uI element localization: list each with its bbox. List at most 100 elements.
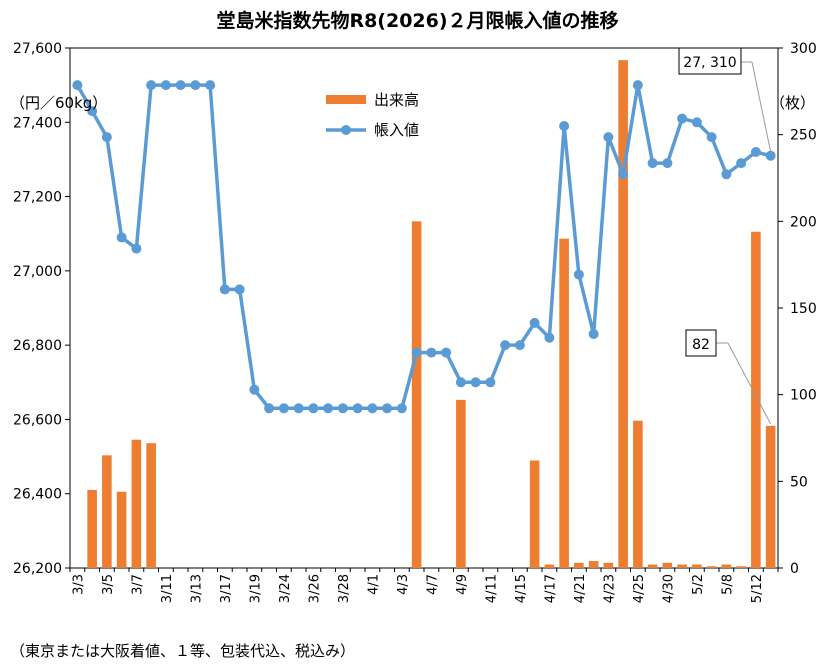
x-tick-label: 3/24 bbox=[278, 574, 293, 603]
right-tick-label: 100 bbox=[790, 388, 817, 404]
settlement-point bbox=[441, 347, 452, 358]
settlement-point bbox=[721, 169, 732, 180]
settlement-point bbox=[455, 377, 466, 388]
settlement-point bbox=[337, 403, 348, 414]
volume-bar bbox=[692, 564, 702, 568]
x-tick-label: 4/23 bbox=[602, 574, 617, 603]
volume-bar bbox=[559, 238, 569, 568]
left-axis-unit: （円／60kg） bbox=[10, 94, 107, 112]
right-tick-label: 200 bbox=[790, 214, 817, 230]
settlement-point bbox=[485, 377, 496, 388]
x-tick-label: 3/17 bbox=[219, 574, 234, 603]
chart-title: 堂島米指数先物R8(2026)２月限帳入値の推移 bbox=[216, 10, 619, 32]
settlement-point bbox=[573, 269, 584, 280]
volume-bar bbox=[662, 562, 673, 568]
x-tick-label: 4/11 bbox=[484, 574, 499, 603]
settlement-point bbox=[264, 403, 275, 414]
x-tick-label: 4/30 bbox=[661, 574, 676, 603]
settlement-point bbox=[367, 403, 378, 414]
callout-label-price: 27, 310 bbox=[683, 55, 736, 71]
volume-bar bbox=[544, 564, 555, 568]
x-tick-label: 3/26 bbox=[307, 574, 322, 603]
settlement-point bbox=[426, 347, 437, 358]
x-tick-label: 5/8 bbox=[720, 574, 735, 595]
volume-bar bbox=[456, 399, 466, 568]
volume-bar bbox=[618, 60, 628, 569]
settlement-point bbox=[750, 147, 761, 157]
legend-swatch-volume bbox=[326, 95, 366, 104]
volume-bars bbox=[87, 60, 776, 569]
right-axis: 0 50 100 150 200 250 300 bbox=[778, 41, 817, 577]
volume-bar bbox=[751, 231, 761, 568]
settlement-point bbox=[352, 403, 363, 414]
volume-bar bbox=[411, 221, 422, 569]
x-tick-label: 4/1 bbox=[366, 574, 381, 595]
volume-bar bbox=[529, 460, 540, 568]
left-tick-label: 27,000 bbox=[13, 264, 62, 280]
volume-bar bbox=[647, 564, 658, 568]
settlement-point bbox=[500, 340, 511, 351]
left-tick-label: 26,600 bbox=[13, 412, 62, 428]
volume-bar bbox=[574, 562, 584, 568]
settlement-point bbox=[146, 80, 157, 91]
x-tick-label: 3/3 bbox=[71, 574, 86, 595]
settlement-point bbox=[234, 284, 245, 295]
legend-label-settlement: 帳入値 bbox=[374, 121, 419, 139]
legend-marker-settlement bbox=[341, 125, 351, 135]
settlement-point bbox=[691, 117, 702, 128]
left-tick-label: 26,400 bbox=[13, 487, 62, 503]
settlement-point bbox=[101, 132, 112, 143]
volume-bar bbox=[116, 491, 127, 568]
x-tick-label: 4/25 bbox=[632, 574, 647, 603]
settlement-point bbox=[588, 329, 599, 339]
volume-bar bbox=[102, 455, 112, 568]
settlement-point bbox=[278, 403, 289, 414]
callout-box-volume bbox=[685, 329, 717, 357]
settlement-point bbox=[293, 403, 304, 414]
volume-bar bbox=[633, 420, 643, 568]
settlement-point bbox=[323, 403, 334, 414]
volume-bar bbox=[721, 564, 732, 568]
settlement-point bbox=[175, 80, 186, 91]
settlement-point bbox=[131, 243, 142, 254]
x-tick-label: 4/9 bbox=[455, 574, 470, 595]
callout-leader-volume bbox=[727, 342, 772, 425]
settlement-point bbox=[662, 158, 673, 169]
right-tick-label: 300 bbox=[790, 41, 817, 57]
volume-bar bbox=[706, 566, 717, 568]
settlement-point bbox=[116, 232, 127, 243]
volume-bar bbox=[87, 490, 97, 568]
x-tick-label: 3/28 bbox=[337, 574, 352, 603]
right-axis-unit: （枚） bbox=[770, 94, 815, 112]
footnote: （東京または大阪着値、１等、包装代込、税込み） bbox=[10, 642, 356, 660]
x-tick-label: 4/7 bbox=[425, 574, 440, 595]
settlement-point bbox=[559, 121, 570, 131]
callout-label-volume: 82 bbox=[692, 337, 710, 353]
volume-bar bbox=[765, 425, 776, 568]
legend: 出来高 帳入値 bbox=[318, 85, 448, 153]
callouts: 27, 310 82 bbox=[678, 47, 772, 425]
settlement-point bbox=[308, 403, 319, 414]
right-tick-label: 250 bbox=[790, 128, 817, 144]
left-tick-label: 26,200 bbox=[13, 561, 62, 577]
x-tick-label: 4/21 bbox=[573, 574, 588, 603]
right-tick-label: 150 bbox=[790, 301, 817, 317]
settlement-point bbox=[470, 377, 481, 388]
volume-bar bbox=[131, 439, 142, 568]
settlement-point bbox=[87, 106, 98, 117]
left-tick-label: 27,400 bbox=[13, 115, 62, 131]
right-tick-label: 0 bbox=[790, 561, 799, 577]
x-tick-label: 4/3 bbox=[396, 574, 411, 595]
settlement-point bbox=[205, 80, 216, 91]
volume-bar bbox=[603, 562, 614, 568]
settlement-point bbox=[396, 403, 407, 414]
settlement-point bbox=[160, 80, 171, 91]
settlement-point bbox=[677, 113, 688, 124]
x-tick-label: 3/5 bbox=[101, 574, 116, 595]
settlement-point bbox=[514, 340, 525, 351]
x-axis: 3/3 3/5 3/7 3/11 3/13 3/17 3/19 3/24 3/26 3/28 4/1… bbox=[69, 568, 779, 603]
left-tick-label: 26,800 bbox=[13, 338, 62, 354]
x-tick-label: 3/7 bbox=[130, 574, 145, 595]
settlement-line bbox=[72, 80, 776, 414]
settlement-point bbox=[411, 347, 422, 358]
